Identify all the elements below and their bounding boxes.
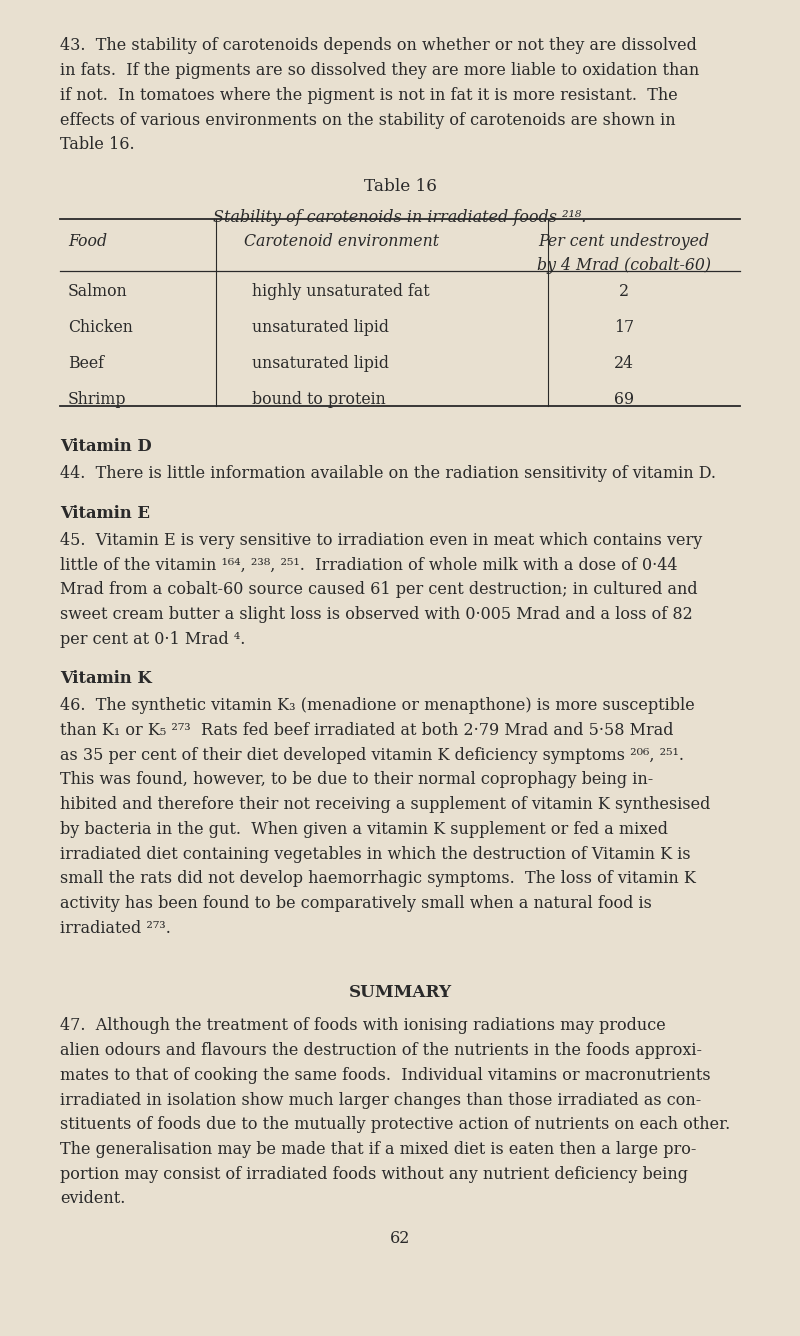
Text: Table 16.: Table 16. <box>60 136 134 154</box>
Text: irradiated ²⁷³.: irradiated ²⁷³. <box>60 919 171 937</box>
Text: This was found, however, to be due to their normal coprophagy being in-: This was found, however, to be due to th… <box>60 771 654 788</box>
Text: than K₁ or K₅ ²⁷³  Rats fed beef irradiated at both 2·79 Mrad and 5·58 Mrad: than K₁ or K₅ ²⁷³ Rats fed beef irradiat… <box>60 721 674 739</box>
Text: Shrimp: Shrimp <box>68 391 126 407</box>
Text: Per cent undestroyed: Per cent undestroyed <box>538 232 710 250</box>
Text: hibited and therefore their not receiving a supplement of vitamin K synthesised: hibited and therefore their not receivin… <box>60 796 710 814</box>
Text: 69: 69 <box>614 391 634 407</box>
Text: irradiated in isolation show much larger changes than those irradiated as con-: irradiated in isolation show much larger… <box>60 1092 702 1109</box>
Text: sweet cream butter a slight loss is observed with 0·005 Mrad and a loss of 82: sweet cream butter a slight loss is obse… <box>60 605 693 623</box>
Text: stituents of foods due to the mutually protective action of nutrients on each ot: stituents of foods due to the mutually p… <box>60 1117 730 1133</box>
Text: Chicken: Chicken <box>68 319 133 337</box>
Text: bound to protein: bound to protein <box>252 391 386 407</box>
Text: portion may consist of irradiated foods without any nutrient deficiency being: portion may consist of irradiated foods … <box>60 1166 688 1182</box>
Text: Beef: Beef <box>68 355 104 371</box>
Text: 24: 24 <box>614 355 634 371</box>
Text: Salmon: Salmon <box>68 283 128 301</box>
Text: mates to that of cooking the same foods.  Individual vitamins or macronutrients: mates to that of cooking the same foods.… <box>60 1067 710 1083</box>
Text: per cent at 0·1 Mrad ⁴.: per cent at 0·1 Mrad ⁴. <box>60 631 246 648</box>
Text: irradiated diet containing vegetables in which the destruction of Vitamin K is: irradiated diet containing vegetables in… <box>60 846 690 863</box>
Text: 62: 62 <box>390 1230 410 1246</box>
Text: Mrad from a cobalt-60 source caused 61 per cent destruction; in cultured and: Mrad from a cobalt-60 source caused 61 p… <box>60 581 698 599</box>
Text: Vitamin D: Vitamin D <box>60 438 152 454</box>
Text: as 35 per cent of their diet developed vitamin K deficiency symptoms ²⁰⁶, ²⁵¹.: as 35 per cent of their diet developed v… <box>60 747 684 764</box>
Text: if not.  In tomatoes where the pigment is not in fat it is more resistant.  The: if not. In tomatoes where the pigment is… <box>60 87 678 104</box>
Text: evident.: evident. <box>60 1190 126 1208</box>
Text: by bacteria in the gut.  When given a vitamin K supplement or fed a mixed: by bacteria in the gut. When given a vit… <box>60 820 668 838</box>
Text: Table 16: Table 16 <box>363 178 437 195</box>
Text: SUMMARY: SUMMARY <box>349 985 451 1001</box>
Text: The generalisation may be made that if a mixed diet is eaten then a large pro-: The generalisation may be made that if a… <box>60 1141 696 1158</box>
Text: Carotenoid environment: Carotenoid environment <box>244 232 439 250</box>
Text: little of the vitamin ¹⁶⁴, ²³⁸, ²⁵¹.  Irradiation of whole milk with a dose of 0: little of the vitamin ¹⁶⁴, ²³⁸, ²⁵¹. Irr… <box>60 556 678 573</box>
Text: 44.  There is little information available on the radiation sensitivity of vitam: 44. There is little information availabl… <box>60 465 716 482</box>
Text: in fats.  If the pigments are so dissolved they are more liable to oxidation tha: in fats. If the pigments are so dissolve… <box>60 61 699 79</box>
Text: 17: 17 <box>614 319 634 337</box>
Text: small the rats did not develop haemorrhagic symptoms.  The loss of vitamin K: small the rats did not develop haemorrha… <box>60 870 696 887</box>
Text: 46.  The synthetic vitamin K₃ (menadione or menapthone) is more susceptible: 46. The synthetic vitamin K₃ (menadione … <box>60 697 694 715</box>
Text: 47.  Although the treatment of foods with ionising radiations may produce: 47. Although the treatment of foods with… <box>60 1018 666 1034</box>
Text: Stability of carotenoids in irradiated foods ²¹⁸.: Stability of carotenoids in irradiated f… <box>214 210 586 226</box>
Text: Food: Food <box>68 232 107 250</box>
Text: by 4 Mrad (cobalt-60): by 4 Mrad (cobalt-60) <box>537 258 711 274</box>
Text: unsaturated lipid: unsaturated lipid <box>252 355 389 371</box>
Text: Vitamin E: Vitamin E <box>60 505 150 521</box>
Text: unsaturated lipid: unsaturated lipid <box>252 319 389 337</box>
Text: Vitamin K: Vitamin K <box>60 671 152 687</box>
Text: alien odours and flavours the destruction of the nutrients in the foods approxi-: alien odours and flavours the destructio… <box>60 1042 702 1059</box>
Text: activity has been found to be comparatively small when a natural food is: activity has been found to be comparativ… <box>60 895 652 912</box>
Text: highly unsaturated fat: highly unsaturated fat <box>252 283 430 301</box>
Text: effects of various environments on the stability of carotenoids are shown in: effects of various environments on the s… <box>60 111 676 128</box>
Text: 2: 2 <box>619 283 629 301</box>
Text: 43.  The stability of carotenoids depends on whether or not they are dissolved: 43. The stability of carotenoids depends… <box>60 37 697 55</box>
Text: 45.  Vitamin E is very sensitive to irradiation even in meat which contains very: 45. Vitamin E is very sensitive to irrad… <box>60 532 702 549</box>
